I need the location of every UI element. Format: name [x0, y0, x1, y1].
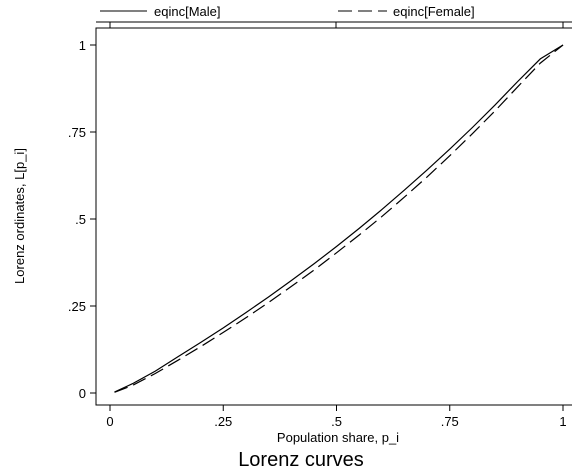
- y-tick-label: .25: [68, 299, 86, 314]
- x-tick-label: .75: [441, 414, 459, 429]
- y-tick-label: .75: [68, 125, 86, 140]
- y-tick-label: .5: [75, 212, 86, 227]
- x-tick-label: .5: [331, 414, 342, 429]
- legend-label-male: eqinc[Male]: [154, 4, 220, 19]
- x-tick-label: 0: [106, 414, 113, 429]
- x-axis: 0 .25 .5 .75 1: [106, 405, 567, 429]
- legend: eqinc[Male] eqinc[Female]: [96, 4, 572, 28]
- series-group: [114, 44, 564, 393]
- series-line-female: [114, 44, 564, 393]
- y-axis-title: Lorenz ordinates, L[p_i]: [12, 148, 27, 284]
- y-axis: 0 .25 .5 .75 1: [68, 38, 96, 401]
- x-tick-label: .25: [214, 414, 232, 429]
- series-line-male: [114, 44, 564, 393]
- plot-area: [95, 27, 572, 406]
- x-tick-label: 1: [559, 414, 566, 429]
- y-tick-label: 0: [79, 386, 86, 401]
- x-axis-title: Population share, p_i: [277, 430, 399, 445]
- chart-title: Lorenz curves: [238, 449, 364, 471]
- legend-label-female: eqinc[Female]: [393, 4, 475, 19]
- y-tick-label: 1: [79, 38, 86, 53]
